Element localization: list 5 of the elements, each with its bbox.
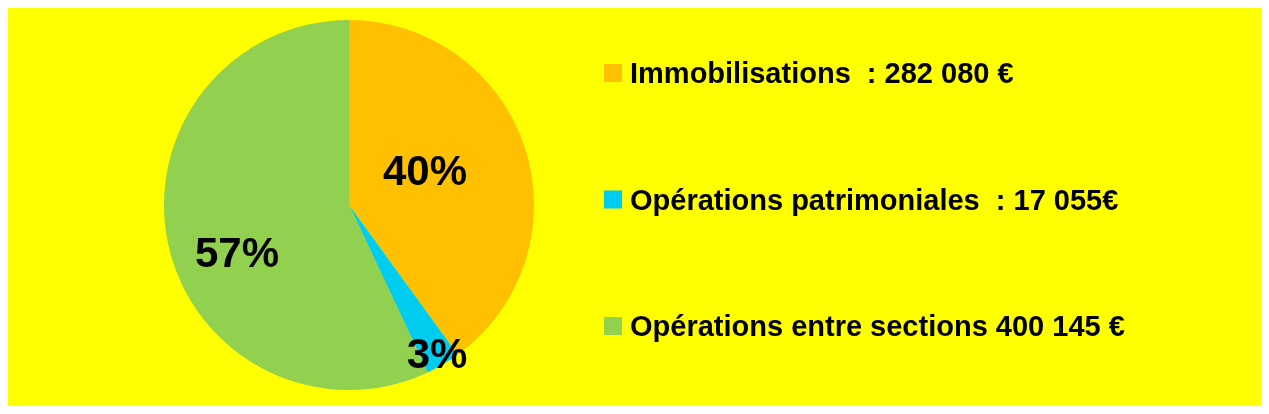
legend-label: Opérations patrimoniales : 17 055€ <box>630 183 1119 216</box>
data-label: 57% <box>194 228 280 276</box>
data-label: 40% <box>382 146 468 194</box>
legend-label: Immobilisations : 282 080 € <box>630 57 1014 89</box>
legend-label: Opérations entre sections 400 145 € <box>630 310 1125 342</box>
